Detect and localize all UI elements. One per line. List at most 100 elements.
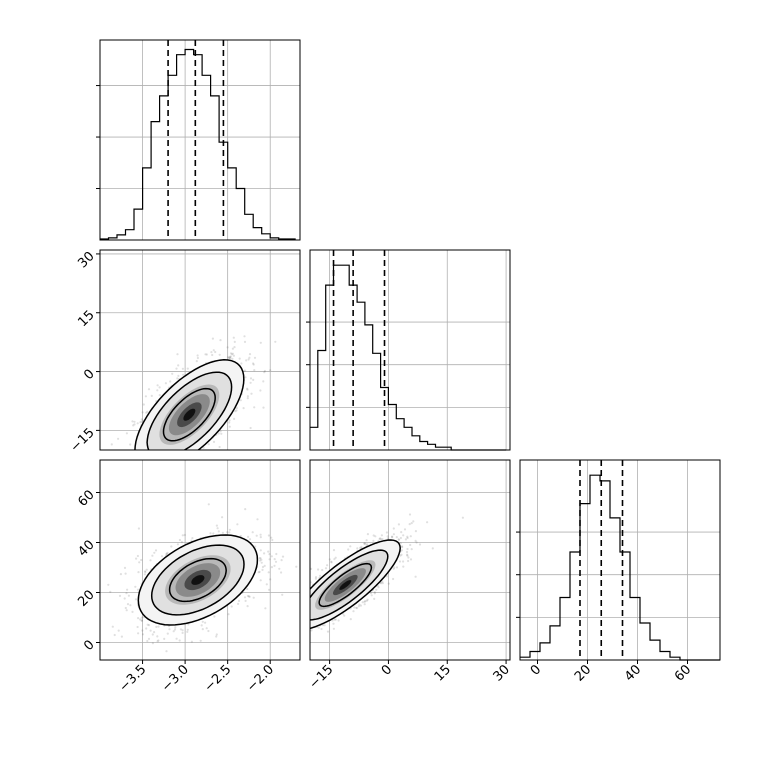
scatter-point — [363, 542, 366, 545]
scatter-point — [296, 612, 298, 614]
scatter-point — [290, 632, 292, 634]
scatter-point — [370, 594, 373, 597]
scatter-point — [263, 564, 266, 568]
scatter-point — [140, 418, 143, 421]
scatter-point — [250, 392, 253, 395]
scatter-point — [190, 539, 193, 542]
scatter-point — [111, 625, 114, 628]
scatter-point — [235, 409, 238, 412]
scatter-point — [129, 604, 132, 607]
scatter-point — [131, 610, 134, 614]
scatter-point — [261, 565, 265, 569]
scatter-point — [174, 453, 176, 455]
scatter-point — [175, 456, 177, 458]
scatter-point — [395, 536, 398, 539]
scatter-point — [365, 599, 368, 602]
scatter-point — [407, 559, 410, 563]
scatter-point — [175, 367, 178, 370]
scatter-point — [259, 579, 262, 582]
scatter-point — [253, 356, 257, 359]
scatter-point — [380, 582, 383, 585]
scatter-point — [149, 467, 151, 469]
scatter-point — [246, 587, 249, 591]
scatter-point — [155, 625, 158, 629]
scatter-point — [377, 586, 380, 589]
scatter-point — [372, 539, 375, 543]
scatter-point — [219, 339, 222, 342]
scatter-point — [303, 618, 305, 620]
x-tick-label: 60 — [672, 662, 694, 684]
scatter-point — [287, 645, 289, 647]
scatter-point — [145, 455, 147, 457]
scatter-point — [381, 538, 384, 541]
scatter-point — [163, 456, 165, 458]
scatter-point — [337, 619, 340, 622]
scatter-point — [302, 623, 304, 625]
scatter-point — [330, 560, 333, 563]
density-contour — [162, 387, 216, 442]
scatter-point — [171, 372, 174, 375]
scatter-point — [226, 356, 229, 359]
scatter-point — [107, 583, 110, 586]
scatter-point — [303, 631, 305, 633]
scatter-point — [137, 527, 140, 530]
scatter-point — [121, 483, 123, 485]
scatter-point — [190, 640, 193, 643]
scatter-point — [215, 524, 218, 527]
scatter-point — [145, 461, 147, 463]
scatter-point — [307, 616, 309, 618]
scatter-point — [397, 538, 400, 541]
scatter-point — [268, 558, 271, 561]
scatter-panel-0-1 — [99, 249, 301, 489]
scatter-point — [235, 406, 238, 410]
scatter-point — [281, 621, 283, 623]
scatter-point — [144, 450, 146, 452]
scatter-point — [306, 618, 308, 620]
scatter-point — [400, 549, 404, 552]
scatter-point — [247, 535, 250, 539]
scatter-point — [125, 453, 127, 455]
scatter-point — [237, 599, 241, 603]
scatter-point — [126, 588, 129, 591]
scatter-point — [152, 480, 154, 482]
scatter-point — [359, 604, 362, 607]
x-tick-label: 30 — [491, 662, 513, 684]
scatter-point — [163, 637, 166, 641]
scatter-point — [303, 642, 305, 644]
scatter-point — [254, 545, 257, 548]
scatter-point — [274, 640, 276, 642]
scatter-point — [248, 353, 252, 356]
scatter-point — [294, 598, 296, 600]
scatter-point — [306, 613, 308, 615]
panel-content — [100, 503, 298, 653]
scatter-point — [248, 538, 252, 541]
scatter-point — [150, 472, 152, 474]
scatter-point — [158, 394, 161, 397]
scatter-point — [374, 535, 377, 538]
scatter-point — [165, 452, 167, 454]
scatter-point — [286, 605, 288, 607]
scatter-point — [247, 595, 251, 598]
scatter-point — [406, 553, 409, 556]
scatter-point — [143, 573, 146, 576]
scatter-point — [211, 353, 214, 357]
scatter-point — [176, 487, 178, 489]
scatter-point — [217, 530, 220, 533]
scatter-point — [139, 421, 142, 424]
scatter-point — [297, 619, 299, 621]
scatter-point — [239, 534, 242, 538]
scatter-point — [332, 549, 336, 552]
scatter-point — [199, 639, 202, 642]
axes-frame — [309, 249, 511, 451]
scatter-point — [157, 625, 160, 628]
scatter-point — [144, 395, 147, 398]
scatter-point — [140, 619, 143, 622]
scatter-point — [324, 567, 328, 570]
scatter-point — [461, 516, 464, 519]
scatter-point — [291, 643, 293, 645]
scatter-point — [256, 518, 259, 521]
scatter-point — [267, 550, 270, 553]
axes-frame — [309, 459, 511, 661]
scatter-point — [231, 357, 234, 360]
scatter-point — [160, 451, 162, 453]
